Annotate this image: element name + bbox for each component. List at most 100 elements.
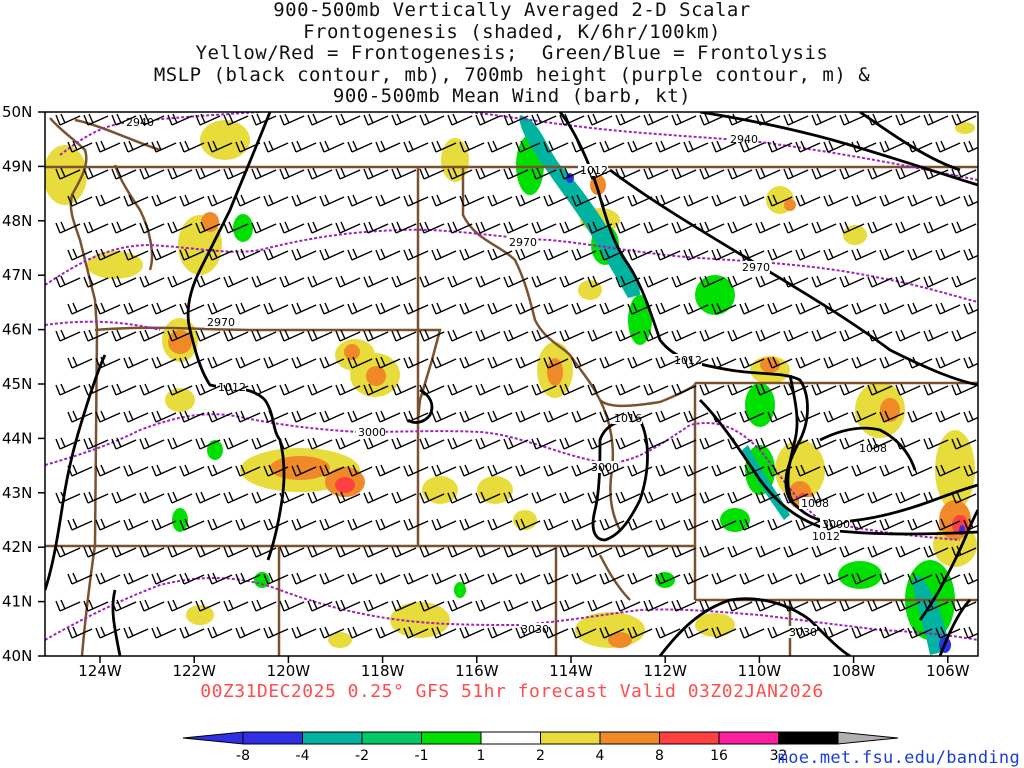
wind-barb — [235, 410, 261, 423]
wind-barb — [179, 464, 205, 477]
wind-barb — [95, 464, 121, 477]
wind-barb — [347, 248, 373, 261]
wind-barb — [319, 194, 345, 207]
wind-barb — [923, 599, 949, 612]
wind-barb — [207, 464, 233, 477]
wind-barb — [391, 275, 417, 288]
wind-barb — [515, 356, 541, 369]
wind-barb — [963, 626, 978, 639]
wind-barb — [823, 140, 849, 153]
latitude-label: 41N — [2, 593, 32, 611]
wind-barb — [907, 194, 933, 207]
wind-barb — [55, 329, 81, 342]
wind-barb — [179, 194, 205, 207]
wind-barb — [279, 275, 305, 288]
wind-barb — [447, 113, 473, 126]
wind-barb — [867, 113, 893, 126]
wind-barb — [559, 275, 585, 288]
wind-barb — [783, 329, 809, 342]
wind-barb — [363, 599, 389, 612]
wind-barb — [543, 356, 569, 369]
wind-barb — [95, 140, 121, 153]
wind-barb — [139, 221, 165, 234]
wind-barb — [683, 248, 709, 261]
wind-barb — [123, 302, 149, 315]
title-line-3: Yellow/Red = Frontogenesis; Green/Blue =… — [195, 42, 829, 64]
wind-barb — [599, 140, 625, 153]
wind-barb — [403, 356, 429, 369]
wind-barb — [375, 518, 401, 531]
wind-barb — [67, 410, 93, 423]
wind-barb — [375, 410, 401, 423]
wind-barb — [615, 275, 641, 288]
wind-barb — [531, 383, 557, 396]
wind-barb — [671, 167, 697, 180]
wind-barb — [559, 599, 585, 612]
wind-barb — [599, 194, 625, 207]
wind-barb — [307, 491, 333, 504]
wind-barb — [895, 329, 921, 342]
wind-barb — [419, 329, 445, 342]
wind-barb — [459, 626, 485, 639]
mslp-label: 1012 — [812, 530, 840, 543]
wind-barb — [963, 248, 978, 261]
wind-barb — [447, 491, 473, 504]
wind-barb — [207, 626, 233, 639]
wind-barb — [879, 410, 905, 423]
wind-barb — [755, 383, 781, 396]
wind-barb — [95, 518, 121, 531]
wind-barb — [487, 464, 513, 477]
wind-barb — [907, 140, 933, 153]
wind-barb — [699, 221, 725, 234]
wind-barb — [83, 437, 109, 450]
wind-barb — [447, 383, 473, 396]
wind-barb — [923, 221, 949, 234]
wind-barb — [263, 140, 289, 153]
wind-barb — [347, 572, 373, 585]
wind-barb — [67, 302, 93, 315]
wind-barb — [151, 194, 177, 207]
wind-barb — [263, 626, 289, 639]
wind-barb — [895, 383, 921, 396]
wind-barb — [767, 140, 793, 153]
title-line-1: 900-500mb Vertically Averaged 2-D Scalar — [273, 0, 751, 21]
wind-barb — [531, 329, 557, 342]
wind-barb — [307, 275, 333, 288]
wind-barb — [195, 491, 221, 504]
wind-barb — [811, 599, 837, 612]
wind-barb — [307, 599, 333, 612]
wind-barb — [615, 437, 641, 450]
wind-barb — [671, 383, 697, 396]
wind-barb — [487, 248, 513, 261]
wind-barb — [363, 545, 389, 558]
wind-barb — [795, 626, 821, 639]
wind-barb — [291, 248, 317, 261]
wind-barb — [487, 518, 513, 531]
wind-barb — [167, 491, 193, 504]
wind-barb — [767, 194, 793, 207]
wind-barb — [795, 248, 821, 261]
wind-barb — [347, 518, 373, 531]
wind-barb — [515, 140, 541, 153]
wind-barb — [223, 383, 249, 396]
wind-barb — [643, 329, 669, 342]
wind-barb — [111, 113, 137, 126]
wind-barb — [263, 518, 289, 531]
wind-barb — [767, 626, 793, 639]
wind-barb — [963, 464, 978, 477]
wind-barb — [503, 599, 529, 612]
wind-barb — [699, 113, 725, 126]
colorbar-label: -4 — [296, 748, 310, 764]
credit-link[interactable]: moe.met.fsu.edu/banding — [777, 748, 1020, 768]
wind-barb — [811, 113, 837, 126]
wind-barb — [599, 356, 625, 369]
wind-barb — [403, 248, 429, 261]
frontogenesis-map: 2940 2940 2970 2970 2970 3000 3000 3000 … — [2, 103, 979, 680]
wind-barb — [279, 491, 305, 504]
wind-barb — [447, 221, 473, 234]
colorbar-label: -2 — [355, 748, 369, 764]
wind-barb — [55, 599, 81, 612]
wind-barb — [699, 383, 725, 396]
wind-barb — [459, 572, 485, 585]
wind-barb — [867, 599, 893, 612]
